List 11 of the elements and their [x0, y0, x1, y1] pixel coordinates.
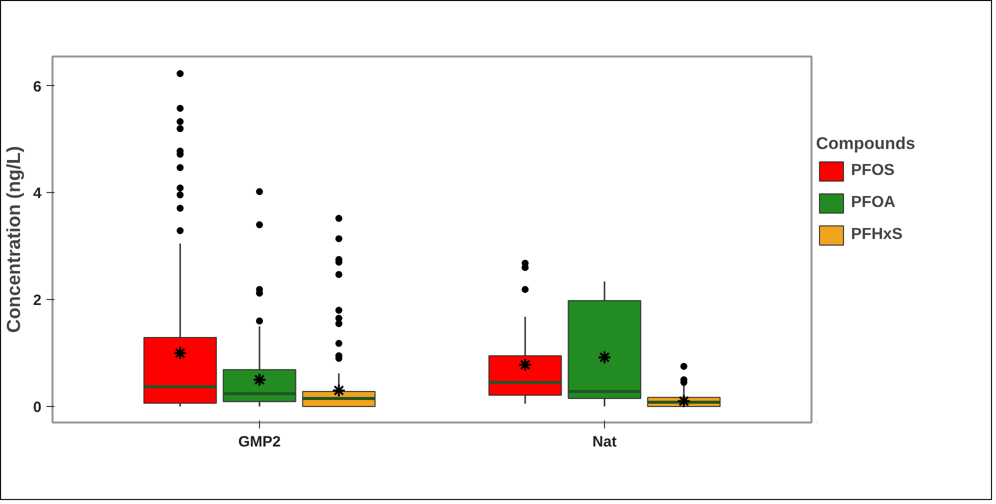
x-tick-label: Nat	[592, 434, 617, 450]
legend-label: PFOA	[851, 194, 896, 212]
legend-label: PFHxS	[851, 226, 903, 244]
y-tick-label: 2	[33, 292, 42, 310]
legend-label: PFOS	[851, 162, 895, 180]
y-axis-title: Concentration (ng/L)	[4, 146, 26, 333]
y-tick-label: 4	[33, 185, 42, 202]
x-tick-label: GMP2	[238, 434, 281, 450]
y-tick-label: 0	[33, 398, 42, 416]
legend-title: Compounds	[816, 134, 916, 154]
y-tick-label: 6	[33, 78, 42, 96]
